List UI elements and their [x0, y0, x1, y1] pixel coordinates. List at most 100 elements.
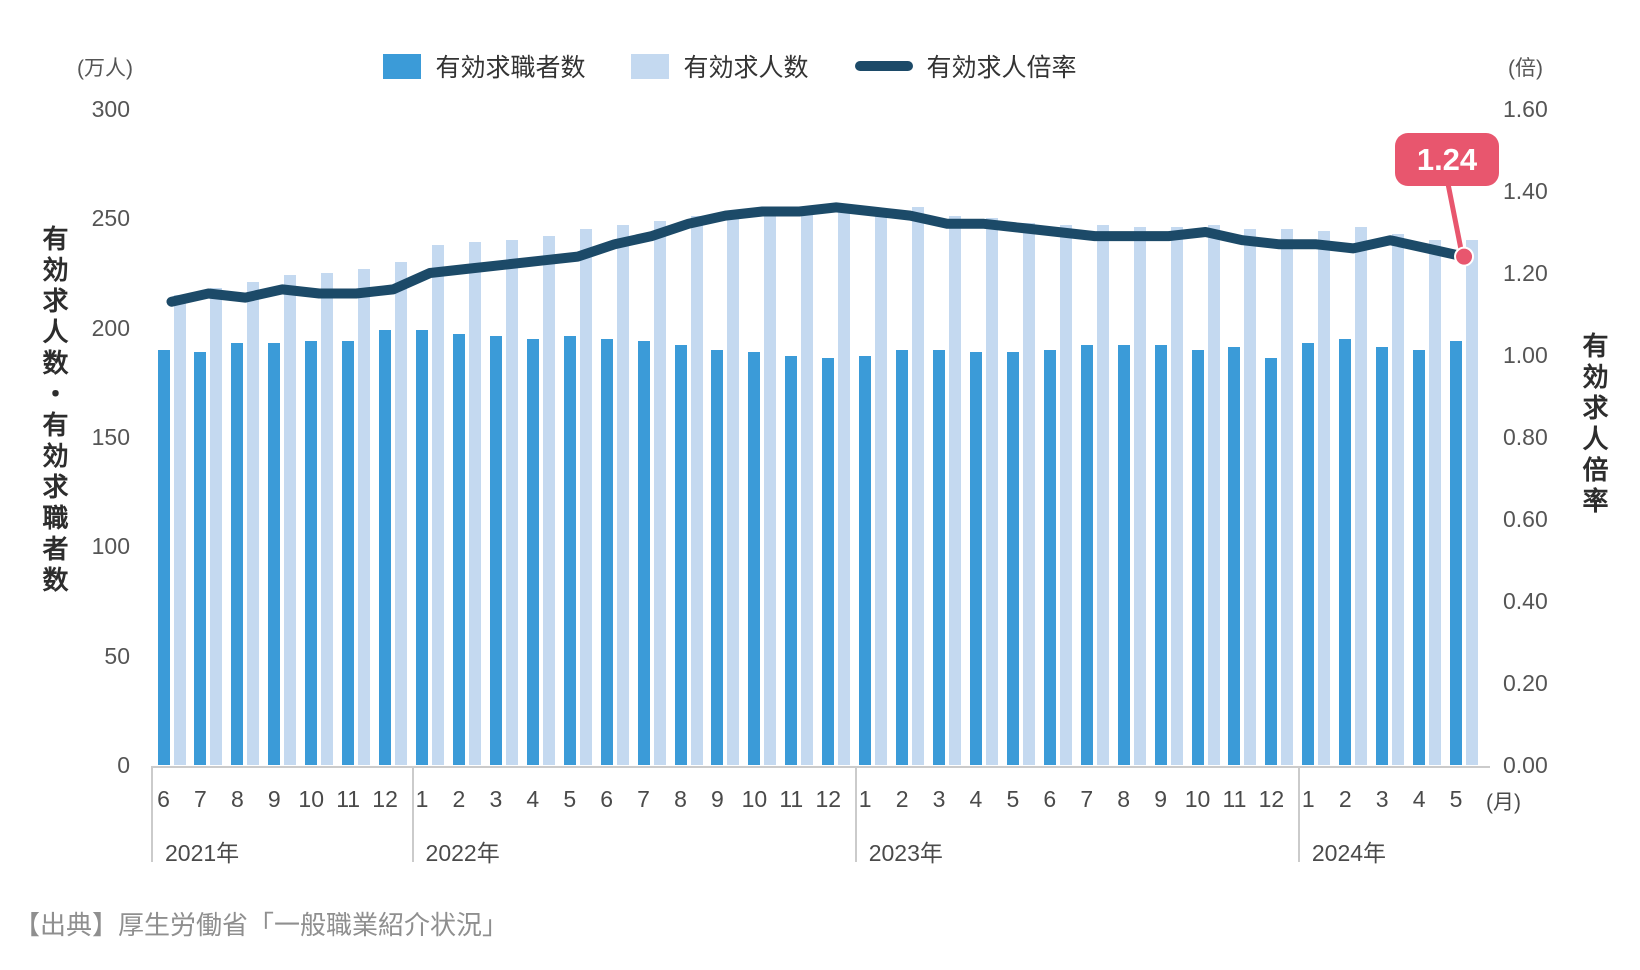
month-label: 12 — [815, 786, 842, 812]
right-axis-tick: 0.40 — [1503, 588, 1548, 614]
bar-seekers — [563, 336, 576, 765]
month-label: 9 — [711, 786, 724, 812]
legend-item-ratio: 有効求人倍率 — [854, 48, 1077, 84]
month-label: 6 — [1043, 786, 1057, 812]
bar-openings — [505, 240, 518, 765]
left-axis-tick: 0 — [117, 752, 130, 778]
right-axis-tick: 0.00 — [1503, 752, 1548, 778]
month-label: 7 — [637, 786, 650, 812]
bar-seekers — [711, 349, 724, 765]
x-axis-line — [151, 766, 1491, 768]
bar-seekers — [416, 329, 428, 765]
bar-openings — [1281, 229, 1294, 765]
legend-item-seekers: 有効求職者数 — [383, 48, 585, 84]
bar-openings — [173, 294, 186, 765]
bar-openings — [321, 273, 334, 765]
bar-openings — [432, 244, 444, 765]
right-axis-title: 有効求人倍率 — [1579, 332, 1609, 518]
bar-openings — [985, 218, 998, 765]
month-label: 2 — [1338, 786, 1352, 812]
bar-seekers — [1080, 345, 1093, 765]
left-axis-tick: 50 — [104, 642, 130, 669]
legend-label: 有効求職者数 — [435, 54, 586, 82]
left-axis-title: 有効求人数・有効求職者数 — [39, 225, 69, 597]
year-label: 2021年 — [165, 840, 240, 866]
bar-openings — [875, 213, 888, 765]
month-label: 4 — [1412, 786, 1426, 812]
bar-openings — [1392, 233, 1405, 765]
bar-openings — [284, 275, 297, 765]
bar-openings — [912, 207, 925, 765]
left-axis-tick: 100 — [91, 533, 130, 560]
legend: 有効求職者数 有効求人数 有効求人倍率 — [0, 48, 1550, 84]
bar-seekers — [822, 358, 835, 765]
bar-seekers — [157, 349, 170, 765]
month-label: 10 — [741, 786, 768, 812]
bar-openings — [247, 281, 260, 765]
month-label: 6 — [600, 786, 614, 812]
bar-seekers — [1302, 342, 1315, 765]
month-label: 5 — [1449, 786, 1463, 812]
bar-openings — [764, 209, 777, 765]
year-divider — [151, 766, 153, 862]
bar-openings — [1466, 240, 1479, 765]
bar-seekers — [489, 336, 502, 765]
bar-openings — [579, 229, 592, 765]
legend-label: 有効求人数 — [683, 54, 809, 82]
right-axis-tick: 1.20 — [1503, 260, 1548, 286]
bar-openings — [690, 216, 703, 765]
seekers-swatch-icon — [383, 53, 422, 79]
month-label: 11 — [779, 786, 804, 812]
legend-item-openings: 有効求人数 — [631, 48, 809, 84]
bar-seekers — [1006, 351, 1019, 765]
annotation-pointer — [1445, 181, 1464, 253]
month-label: 11 — [336, 786, 361, 812]
bar-openings — [1133, 227, 1146, 765]
month-label: 6 — [157, 786, 170, 812]
bar-openings — [542, 235, 555, 765]
bar-seekers — [231, 342, 244, 765]
month-label: 5 — [1006, 786, 1020, 812]
month-label: 3 — [1375, 786, 1389, 812]
bar-openings — [616, 224, 629, 765]
bar-seekers — [1191, 349, 1204, 765]
bar-seekers — [452, 334, 465, 765]
month-label: 1 — [858, 786, 872, 812]
month-label: 8 — [230, 786, 244, 812]
bar-openings — [1022, 222, 1035, 765]
right-axis-tick: 1.00 — [1503, 342, 1548, 368]
month-unit: (月) — [1486, 791, 1521, 814]
bar-openings — [1244, 229, 1257, 765]
month-label: 1 — [1301, 786, 1315, 812]
month-label: 5 — [563, 786, 577, 812]
bar-seekers — [194, 351, 207, 765]
annotation-badge: 1.24 — [1395, 133, 1499, 186]
bar-seekers — [637, 340, 650, 765]
bar-openings — [395, 262, 408, 765]
bar-seekers — [748, 351, 761, 765]
bar-seekers — [305, 340, 318, 765]
year-divider — [1297, 766, 1300, 862]
bar-openings — [1355, 227, 1368, 765]
openings-swatch-icon — [631, 53, 670, 79]
month-label: 9 — [267, 786, 281, 812]
bar-openings — [1059, 224, 1072, 765]
left-axis-tick: 300 — [91, 96, 130, 122]
bar-openings — [210, 288, 223, 765]
bar-seekers — [1043, 349, 1056, 765]
bar-openings — [1429, 240, 1442, 765]
bar-seekers — [379, 329, 392, 765]
bar-openings — [358, 268, 371, 765]
legend-label: 有効求人倍率 — [926, 54, 1077, 82]
bar-openings — [1318, 231, 1331, 765]
bar-seekers — [1154, 345, 1167, 765]
month-label: 2 — [895, 786, 909, 812]
bar-seekers — [1228, 347, 1241, 765]
year-divider — [411, 766, 414, 862]
bar-seekers — [342, 340, 355, 765]
bar-seekers — [1376, 347, 1389, 765]
bar-seekers — [1413, 349, 1426, 765]
right-axis-tick: 1.40 — [1503, 178, 1548, 204]
left-axis-tick: 150 — [91, 424, 130, 450]
